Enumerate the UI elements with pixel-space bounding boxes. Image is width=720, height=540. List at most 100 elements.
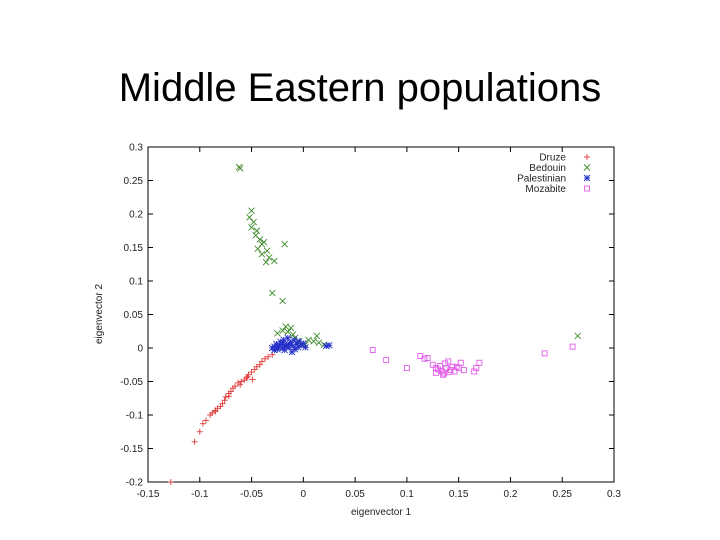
bedouin-point	[268, 289, 276, 297]
bedouin-point	[263, 247, 271, 255]
x-tick-label: 0.25	[552, 489, 572, 500]
druze-point	[227, 388, 234, 395]
bedouin-point	[289, 331, 297, 338]
druze-point	[202, 417, 209, 424]
bedouin-point	[313, 332, 321, 340]
bedouin-point	[279, 327, 286, 334]
druze-point	[265, 353, 272, 360]
mozabite-point	[473, 365, 480, 372]
y-tick-label: 0.25	[124, 176, 144, 187]
y-tick-label: 0.2	[129, 210, 143, 221]
palestinian-point	[281, 346, 289, 354]
druze-point	[196, 428, 203, 435]
bedouin-point	[287, 324, 295, 332]
druze-point	[231, 383, 238, 390]
mozabite-point	[421, 355, 428, 362]
druze-point	[237, 381, 244, 388]
legend-label-palestinian: Palestinian	[517, 174, 566, 185]
legend-marker-bedouin	[583, 164, 591, 171]
bedouin-point	[258, 250, 266, 258]
mozabite-point	[445, 358, 452, 365]
druze-point	[212, 408, 219, 415]
druze-point	[214, 405, 221, 412]
bedouin-point	[260, 238, 268, 246]
druze-point	[243, 375, 250, 382]
druze-point	[191, 438, 198, 445]
mozabite-point	[383, 357, 390, 364]
x-tick-label: 0.05	[345, 489, 365, 500]
bedouin-point	[310, 337, 318, 345]
druze-point	[256, 361, 263, 368]
bedouin-point	[271, 257, 278, 265]
palestinian-point	[325, 342, 333, 349]
druze-point	[222, 393, 229, 400]
palestinian-point	[271, 346, 278, 354]
palestinian-point	[279, 340, 286, 348]
mozabite-point	[403, 365, 410, 372]
legend-marker-druze	[584, 154, 590, 160]
bedouin-point	[282, 323, 290, 330]
mozabite-point	[443, 365, 450, 372]
x-tick-label: 0	[301, 489, 307, 500]
y-tick-label: 0.15	[124, 243, 144, 254]
druze-point	[225, 393, 232, 400]
y-tick-label: -0.05	[120, 377, 143, 388]
bedouin-point	[262, 258, 270, 266]
x-tick-label: -0.05	[240, 489, 263, 500]
palestinian-point	[286, 340, 294, 348]
y-tick-label: 0.1	[129, 277, 143, 288]
bedouin-point	[250, 218, 257, 226]
bedouin-point	[265, 254, 273, 261]
mozabite-point	[429, 361, 436, 368]
mozabite-point	[569, 343, 576, 350]
bedouin-point	[279, 297, 286, 305]
mozabite-point	[453, 363, 460, 370]
legend-label-bedouin: Bedouin	[529, 163, 566, 174]
legend-marker-palestinian	[583, 174, 591, 182]
x-tick-label: 0.1	[400, 489, 414, 500]
palestinian-point	[288, 348, 296, 356]
x-tick-label: -0.15	[137, 489, 160, 500]
druze-point	[244, 373, 251, 380]
legend-label-druze: Druze	[539, 153, 566, 164]
druze-point	[219, 400, 226, 407]
bedouin-point	[254, 245, 262, 253]
bedouin-point	[574, 332, 582, 340]
y-tick-label: -0.15	[120, 444, 143, 455]
bedouin-point	[315, 339, 323, 346]
druze-point	[238, 378, 245, 385]
bedouin-point	[248, 207, 255, 214]
y-tick-label: 0	[137, 344, 143, 355]
data-points	[167, 163, 582, 485]
mozabite-point	[432, 369, 439, 376]
x-tick-label: -0.1	[191, 489, 209, 500]
druze-point	[258, 358, 265, 365]
x-tick-label: 0.2	[503, 489, 517, 500]
bedouin-point	[248, 224, 255, 231]
palestinian-point	[275, 344, 282, 351]
mozabite-point	[446, 369, 453, 376]
mozabite-point	[424, 355, 431, 361]
mozabite-point	[476, 359, 483, 366]
bedouin-point	[256, 236, 264, 243]
mozabite-point	[369, 347, 376, 353]
druze-point	[248, 369, 255, 376]
y-tick-label: 0.05	[124, 310, 144, 321]
legend-label-mozabite: Mozabite	[525, 184, 566, 195]
y-tick-label: -0.1	[126, 411, 144, 422]
druze-point	[167, 479, 174, 485]
palestinian-point	[294, 344, 302, 351]
mozabite-point	[541, 350, 548, 357]
legend-marker-mozabite	[584, 185, 590, 192]
bedouin-point	[305, 336, 312, 344]
x-tick-label: 0.15	[449, 489, 469, 500]
bedouin-point	[284, 328, 292, 336]
druze-point	[199, 420, 206, 427]
x-axis-title: eigenvector 1	[351, 507, 411, 518]
mozabite-point	[460, 367, 467, 374]
druze-point	[221, 397, 228, 404]
druze-point	[209, 409, 216, 416]
bedouin-point	[281, 240, 289, 248]
